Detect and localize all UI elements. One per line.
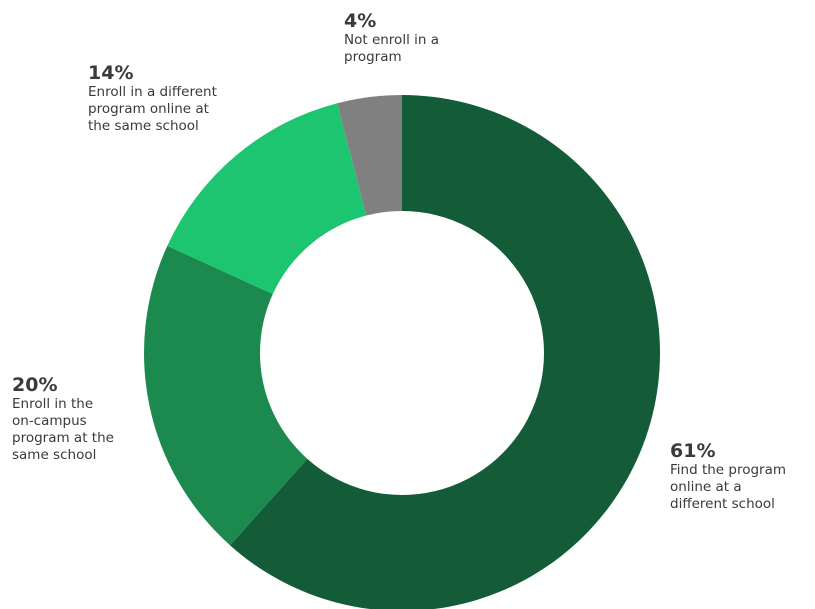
slice-description-line: online at a	[670, 479, 742, 495]
slice-label-not-enroll: 4% Not enroll in a program	[344, 10, 484, 66]
slice-find-program-other-school	[229, 95, 660, 609]
slice-description-line: Enroll in a different	[88, 84, 217, 100]
slice-description-line: on-campus	[12, 413, 87, 429]
slice-not-enroll	[337, 95, 402, 216]
slice-description-line: the same school	[88, 118, 199, 134]
slice-description-line: Find the program	[670, 462, 787, 478]
slice-different-program-same-school	[167, 103, 367, 295]
slice-label-different-program-same-school: 14% Enroll in a different program online…	[88, 62, 258, 135]
slice-percent: 14%	[88, 62, 134, 84]
slice-percent: 4%	[344, 10, 377, 32]
slice-description-line: program	[344, 49, 402, 65]
slice-description-line: program at the	[12, 430, 114, 446]
slice-description-line: program online at	[88, 101, 209, 117]
slice-description-line: Not enroll in a	[344, 32, 439, 48]
slice-description-line: different school	[670, 496, 775, 512]
slice-on-campus-same-school	[144, 245, 308, 546]
slice-description-line: same school	[12, 447, 97, 463]
slice-label-on-campus-same-school: 20% Enroll in the on-campus program at t…	[12, 374, 147, 464]
slice-percent: 20%	[12, 374, 58, 396]
slice-label-find-program-other-school: 61% Find the program online at a differe…	[670, 440, 815, 513]
slice-description-line: Enroll in the	[12, 396, 94, 412]
slice-percent: 61%	[670, 440, 716, 462]
